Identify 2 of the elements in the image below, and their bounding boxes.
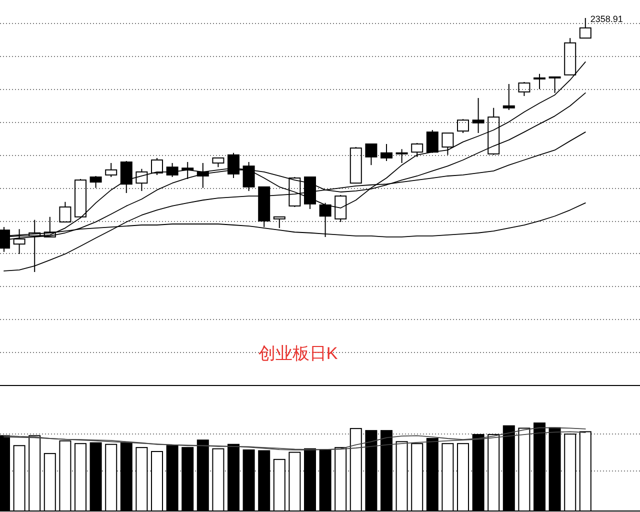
annotation: 2358.91 [590, 14, 623, 24]
text: 创业板日K [258, 344, 338, 363]
